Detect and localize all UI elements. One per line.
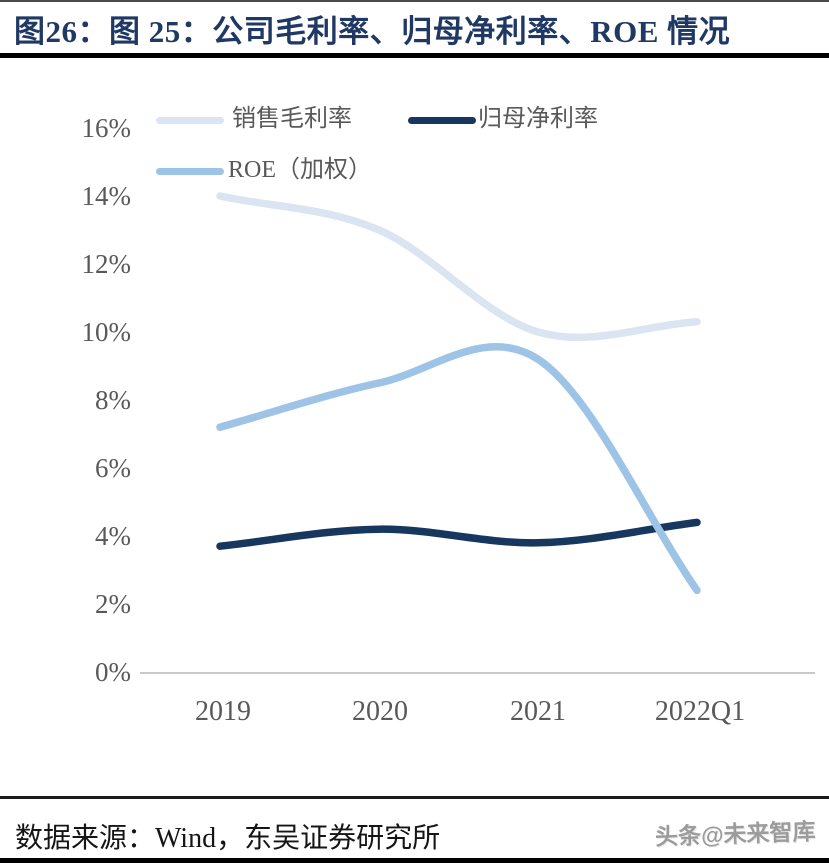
y-tick-label: 10% [81, 317, 132, 347]
chart-plot [216, 192, 701, 595]
footer-divider [0, 796, 829, 799]
y-tick-label: 16% [81, 113, 132, 143]
legend-swatch-roe [156, 168, 224, 175]
x-tick-label: 2022Q1 [654, 696, 746, 727]
title-divider [0, 53, 829, 58]
bottom-border [0, 858, 829, 863]
legend-label-net-margin: 归母净利率 [478, 106, 598, 132]
y-tick-label: 0% [95, 657, 131, 687]
legend-swatch-net-margin [408, 117, 476, 124]
y-tick-label: 8% [95, 385, 131, 415]
x-axis-line [140, 672, 815, 674]
line-roe [216, 343, 701, 595]
watermark: 头条@未来智库 [654, 818, 816, 850]
y-tick-label: 4% [95, 521, 131, 551]
legend-label-roe: ROE（加权） [228, 157, 372, 183]
legend-label-gross-margin: 销售毛利率 [232, 106, 352, 132]
top-border [0, 0, 829, 2]
y-tick-label: 6% [95, 453, 131, 483]
y-tick-label: 12% [81, 249, 132, 279]
y-tick-label: 14% [81, 181, 132, 211]
x-tick-label: 2021 [510, 696, 566, 727]
figure-title: 图26：图 25：公司毛利率、归母净利率、ROE 情况 [14, 14, 731, 49]
line-gross-margin [216, 192, 701, 342]
legend-swatch-gross-margin [156, 117, 224, 124]
data-source: 数据来源：Wind，东吴证券研究所 [15, 823, 441, 854]
line-net-margin [216, 518, 701, 550]
y-tick-label: 2% [95, 589, 131, 619]
x-tick-label: 2020 [352, 696, 408, 727]
x-tick-label: 2019 [195, 696, 251, 727]
